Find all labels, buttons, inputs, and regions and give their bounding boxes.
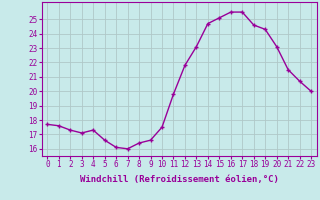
X-axis label: Windchill (Refroidissement éolien,°C): Windchill (Refroidissement éolien,°C) [80,175,279,184]
